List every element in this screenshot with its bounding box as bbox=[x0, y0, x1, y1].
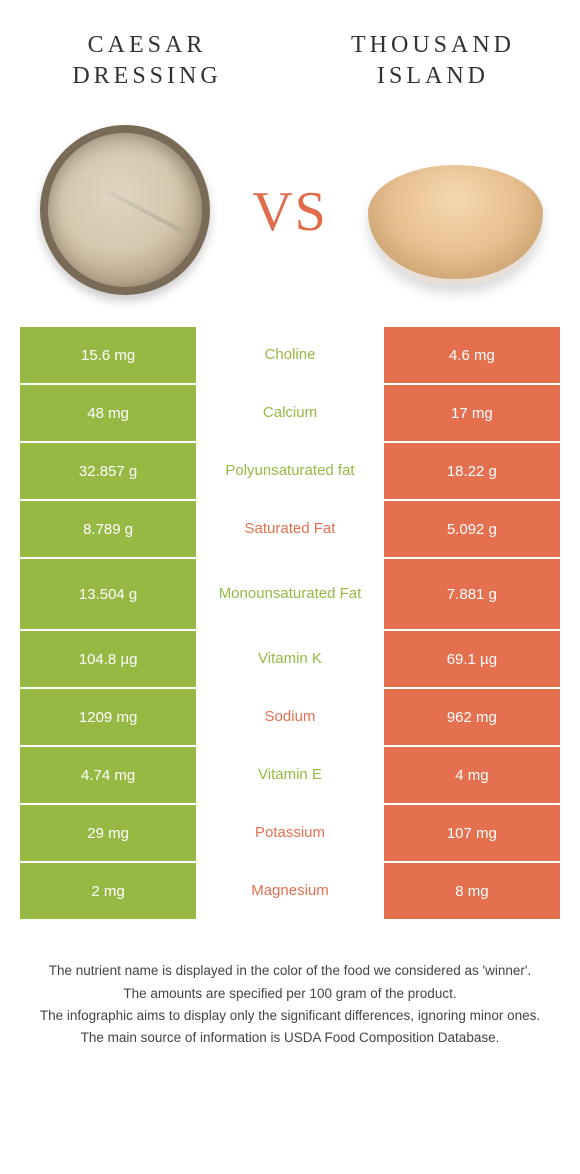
right-value-cell: 8 mg bbox=[382, 863, 560, 919]
nutrient-label-cell: Sodium bbox=[198, 689, 382, 745]
right-food-image bbox=[360, 122, 550, 297]
left-food-image bbox=[30, 122, 220, 297]
table-row: 104.8 µgVitamin K69.1 µg bbox=[20, 631, 560, 689]
table-row: 48 mgCalcium17 mg bbox=[20, 385, 560, 443]
left-value-cell: 13.504 g bbox=[20, 559, 198, 629]
left-value-cell: 2 mg bbox=[20, 863, 198, 919]
nutrient-label-cell: Choline bbox=[198, 327, 382, 383]
footer-line: The nutrient name is displayed in the co… bbox=[30, 961, 550, 981]
footer-notes: The nutrient name is displayed in the co… bbox=[20, 921, 560, 1060]
footer-line: The infographic aims to display only the… bbox=[30, 1006, 550, 1026]
right-value-cell: 17 mg bbox=[382, 385, 560, 441]
table-row: 2 mgMagnesium8 mg bbox=[20, 863, 560, 921]
table-row: 32.857 gPolyunsaturated fat18.22 g bbox=[20, 443, 560, 501]
table-row: 1209 mgSodium962 mg bbox=[20, 689, 560, 747]
right-value-cell: 18.22 g bbox=[382, 443, 560, 499]
caesar-bowl-icon bbox=[40, 125, 210, 295]
table-row: 4.74 mgVitamin E4 mg bbox=[20, 747, 560, 805]
thousand-island-bowl-icon bbox=[368, 165, 543, 285]
left-value-cell: 1209 mg bbox=[20, 689, 198, 745]
footer-line: The main source of information is USDA F… bbox=[30, 1028, 550, 1048]
nutrient-label-cell: Potassium bbox=[198, 805, 382, 861]
left-value-cell: 29 mg bbox=[20, 805, 198, 861]
right-value-cell: 5.092 g bbox=[382, 501, 560, 557]
images-row: VS bbox=[20, 102, 560, 327]
right-value-cell: 7.881 g bbox=[382, 559, 560, 629]
footer-line: The amounts are specified per 100 gram o… bbox=[30, 984, 550, 1004]
table-row: 13.504 gMonounsaturated Fat7.881 g bbox=[20, 559, 560, 631]
left-food-title: CAESAR DRESSING bbox=[30, 30, 264, 92]
left-value-cell: 32.857 g bbox=[20, 443, 198, 499]
nutrient-label-cell: Magnesium bbox=[198, 863, 382, 919]
right-value-cell: 69.1 µg bbox=[382, 631, 560, 687]
header-row: CAESAR DRESSING THOUSAND ISLAND bbox=[20, 10, 560, 102]
comparison-table: 15.6 mgCholine4.6 mg48 mgCalcium17 mg32.… bbox=[20, 327, 560, 921]
nutrient-label-cell: Vitamin K bbox=[198, 631, 382, 687]
nutrient-label-cell: Calcium bbox=[198, 385, 382, 441]
nutrient-label-cell: Saturated Fat bbox=[198, 501, 382, 557]
nutrient-label-cell: Monounsaturated Fat bbox=[198, 559, 382, 629]
nutrient-label-cell: Polyunsaturated fat bbox=[198, 443, 382, 499]
left-value-cell: 104.8 µg bbox=[20, 631, 198, 687]
right-value-cell: 4.6 mg bbox=[382, 327, 560, 383]
infographic-container: CAESAR DRESSING THOUSAND ISLAND VS 15.6 … bbox=[0, 0, 580, 1070]
left-value-cell: 48 mg bbox=[20, 385, 198, 441]
right-value-cell: 107 mg bbox=[382, 805, 560, 861]
table-row: 15.6 mgCholine4.6 mg bbox=[20, 327, 560, 385]
right-food-title: THOUSAND ISLAND bbox=[316, 30, 550, 92]
right-value-cell: 4 mg bbox=[382, 747, 560, 803]
table-row: 8.789 gSaturated Fat5.092 g bbox=[20, 501, 560, 559]
left-value-cell: 4.74 mg bbox=[20, 747, 198, 803]
table-row: 29 mgPotassium107 mg bbox=[20, 805, 560, 863]
nutrient-label-cell: Vitamin E bbox=[198, 747, 382, 803]
vs-label: VS bbox=[252, 180, 328, 244]
right-value-cell: 962 mg bbox=[382, 689, 560, 745]
left-value-cell: 15.6 mg bbox=[20, 327, 198, 383]
left-value-cell: 8.789 g bbox=[20, 501, 198, 557]
